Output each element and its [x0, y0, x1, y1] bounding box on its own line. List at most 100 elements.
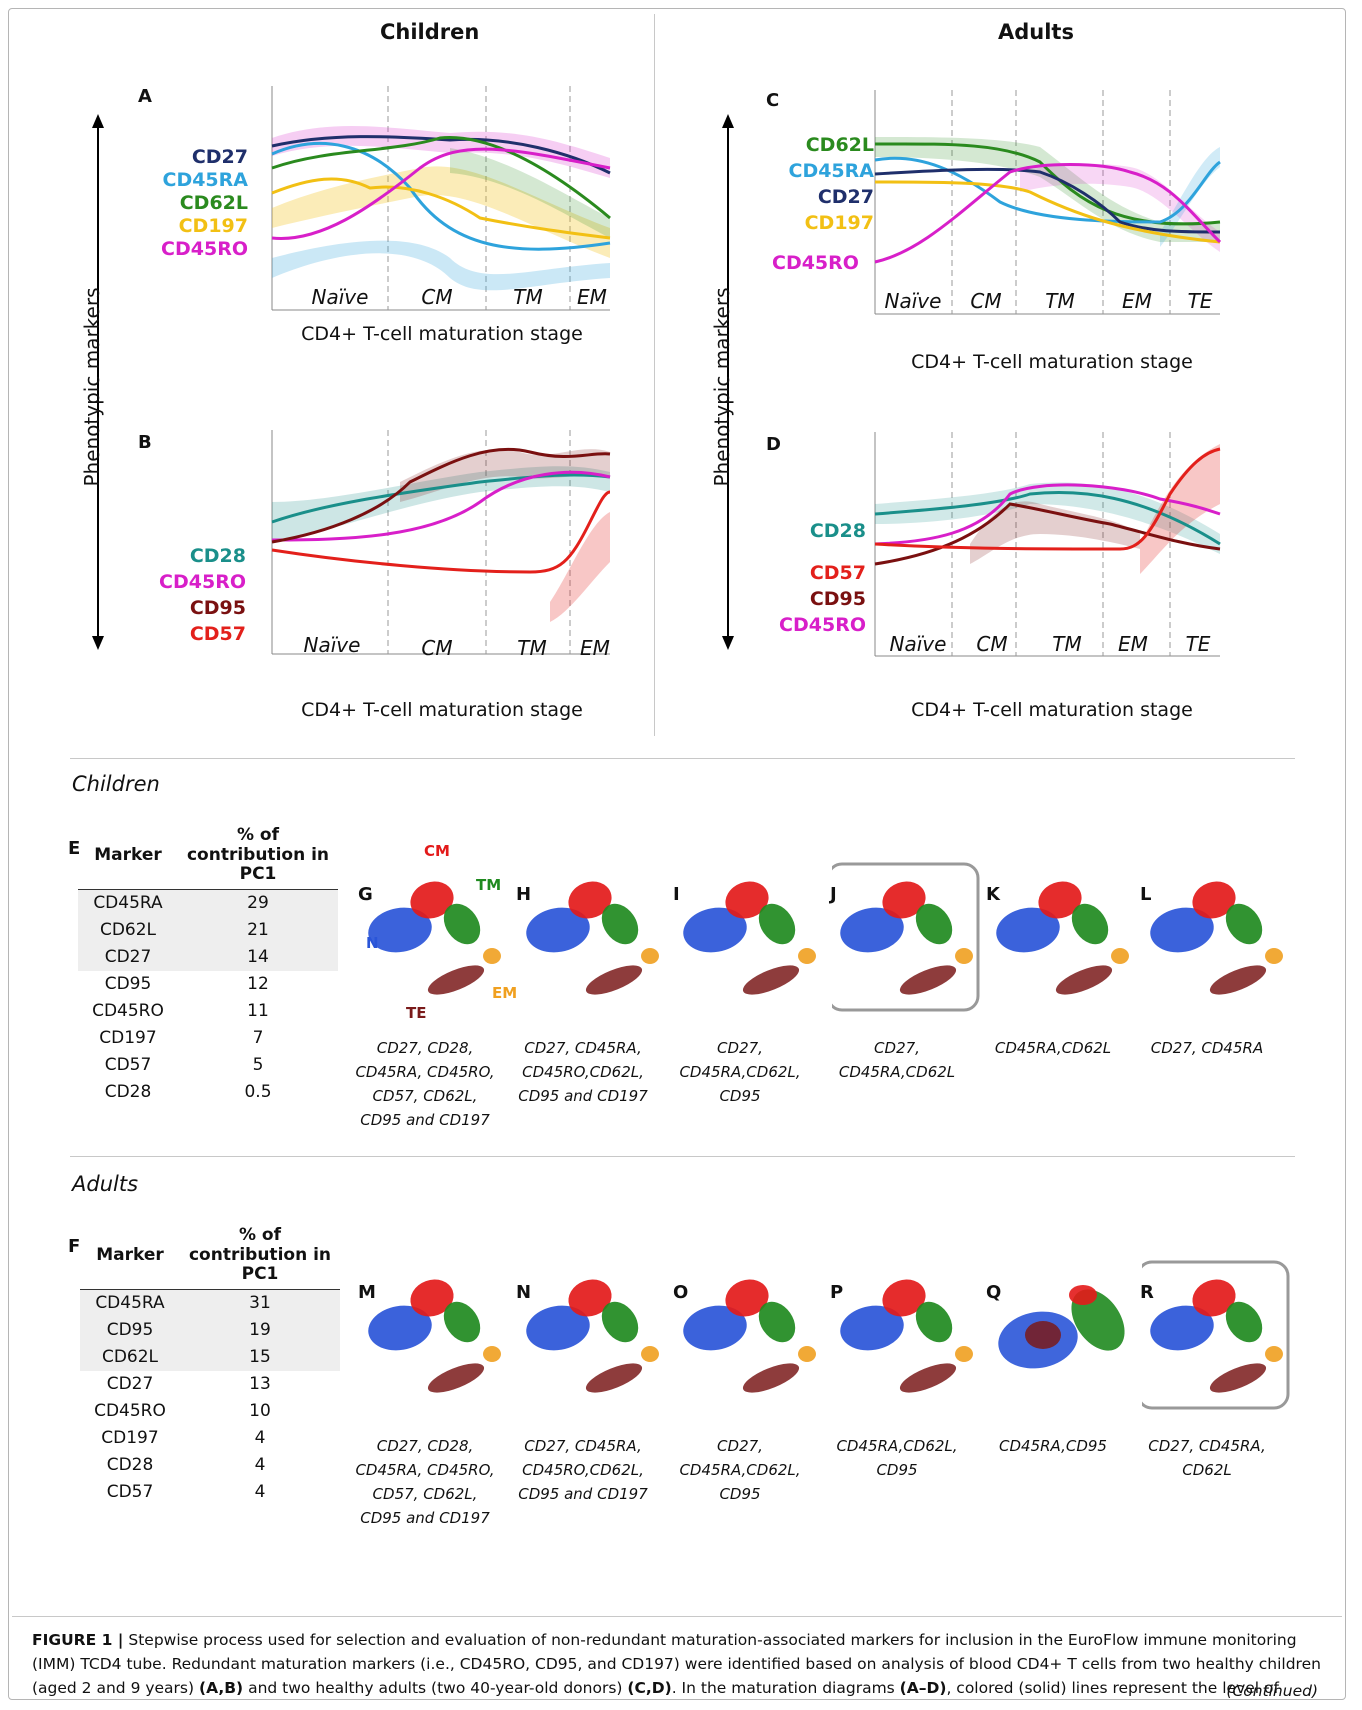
table-row: CD45RO 10: [80, 1398, 340, 1425]
caption-ref-cd: (C,D): [627, 1679, 672, 1698]
pca-caption-q: CD45RA,CD95: [968, 1434, 1138, 1458]
pca-caption-m: CD27, CD28, CD45RA, CD45RO, CD57, CD62L, CD…: [340, 1434, 510, 1530]
population-label-te: TE: [406, 1004, 427, 1022]
children-vertical-axis-label: Phenotypic markers: [80, 287, 104, 487]
table-cell-value: 12: [247, 974, 269, 995]
table-row: CD57 4: [80, 1479, 340, 1506]
pca-caption-r: CD27, CD45RA, CD62L: [1122, 1434, 1292, 1482]
pca-caption-line: CD45RA,CD62L,: [836, 1437, 958, 1455]
pca-caption-line: CD27, CD28,: [376, 1437, 474, 1455]
caption-mid: and two healthy adults (two 40-year-old …: [243, 1679, 628, 1698]
pca-caption-line: CD27, CD45RA,: [524, 1437, 642, 1455]
pca-plot-k: [996, 881, 1129, 995]
pca-caption-line: CD95: [876, 1461, 918, 1479]
pca-caption-line: CD45RO,CD62L,: [522, 1063, 644, 1081]
panel-d-maturation-diagram: Naïve CM TM EM TE CD4+ T-cell maturation…: [874, 432, 1221, 721]
population-label-cm: CM: [424, 842, 450, 860]
panel-b-label-cd45ro: CD45RO: [159, 571, 246, 593]
table-cell-marker: CD27: [78, 943, 178, 971]
pca-caption-k: CD45RA,CD62L: [968, 1036, 1138, 1060]
table-cell-value: 7: [252, 1028, 264, 1049]
table-cell-marker: CD45RO: [92, 1001, 164, 1022]
pca-caption-line: CD27,: [717, 1437, 763, 1455]
caption-prefix: FIGURE 1 |: [32, 1631, 124, 1649]
table-f-col-contribution: % of contribution in PC1: [180, 1225, 340, 1290]
table-row: CD45RA 29: [78, 889, 338, 917]
pca-caption-line: CD27,: [717, 1039, 763, 1057]
table-cell-marker: CD57: [104, 1055, 152, 1076]
table-cell-marker: CD95: [80, 1316, 180, 1344]
panel-b-stage-cm: CM: [421, 636, 452, 660]
table-cell-marker: CD95: [104, 974, 152, 995]
panel-b-maturation-diagram: Naïve CM TM EM CD4+ T-cell maturation st…: [271, 430, 611, 721]
panel-a-x-axis-title: CD4+ T-cell maturation stage: [301, 323, 583, 345]
panel-b-label-cd95: CD95: [189, 597, 246, 619]
table-row: CD27 14: [78, 943, 338, 971]
pca-panel-letter-q: Q: [986, 1282, 1002, 1303]
pca-plot-q: [998, 1285, 1125, 1369]
caption-ref-ad: (A–D): [899, 1679, 947, 1698]
pca-plot-p: [840, 1279, 973, 1393]
pca-plot-h: [526, 881, 659, 995]
adults-header: Adults: [998, 20, 1074, 44]
caption-divider: [12, 1616, 1342, 1617]
panel-letter-a: A: [138, 86, 152, 107]
pca-plot-m: [368, 1279, 501, 1393]
pca-panel-letter-m: M: [358, 1282, 376, 1303]
pca-caption-h: CD27, CD45RA, CD45RO,CD62L, CD95 and CD197: [498, 1036, 668, 1108]
table-cell-value: 14: [178, 943, 338, 971]
pca-caption-line: CD27, CD45RA,: [524, 1039, 642, 1057]
panel-d-stage-em: EM: [1118, 632, 1148, 656]
pca-caption-line: CD57, CD62L,: [372, 1485, 478, 1503]
table-cell-value: 4: [254, 1428, 266, 1449]
table-e-col-marker: Marker: [78, 826, 178, 890]
panel-b-label-cd57: CD57: [189, 623, 246, 645]
pca-panel-letter-l: L: [1140, 884, 1152, 905]
table-row: CD57 5: [78, 1052, 338, 1079]
caption-end: , colored (solid) lines represent the le…: [946, 1679, 1279, 1698]
section-divider-top: [70, 758, 1295, 759]
pca-caption-j: CD27, CD45RA,CD62L: [812, 1036, 982, 1084]
figure-caption: FIGURE 1 | Stepwise process used for sel…: [32, 1628, 1332, 1700]
column-divider: [654, 14, 655, 736]
panel-c-stage-tm: TM: [1045, 289, 1074, 313]
table-cell-value: 29: [178, 889, 338, 917]
panel-c-stage-em: EM: [1122, 289, 1152, 313]
panel-c-x-axis-title: CD4+ T-cell maturation stage: [911, 351, 1193, 373]
panel-d-label-cd45ro: CD45RO: [779, 614, 866, 636]
pca-plot-l: [1150, 881, 1283, 995]
table-row: CD197 4: [80, 1425, 340, 1452]
adults-vertical-axis: [722, 114, 734, 650]
section-title-children: Children: [72, 772, 160, 796]
panel-a-stage-tm: TM: [513, 285, 542, 309]
figure-frame: [8, 8, 1346, 1700]
pca-panel-letter-p: P: [830, 1282, 844, 1303]
pca-caption-line: CD45RA,CD62L: [838, 1063, 956, 1081]
panel-c-label-cd62l: CD62L: [805, 134, 874, 156]
table-row: CD197 7: [78, 1025, 338, 1052]
panel-d-label-cd57: CD57: [809, 562, 866, 584]
panel-c-stage-naive: Naïve: [885, 289, 942, 313]
panel-d-stage-tm: TM: [1052, 632, 1081, 656]
pca-caption-line: CD95 and CD197: [360, 1509, 490, 1527]
pca-plot-j: [832, 862, 980, 1012]
panel-letter-d: D: [766, 434, 781, 455]
table-row: CD27 13: [80, 1371, 340, 1398]
panel-letter-c: C: [766, 90, 780, 111]
pca-caption-line: CD45RA, CD45RO,: [355, 1461, 495, 1479]
panel-b-label-cd28: CD28: [189, 545, 246, 567]
table-row: CD45RO 11: [78, 998, 338, 1025]
panel-b-x-axis-title: CD4+ T-cell maturation stage: [301, 699, 583, 721]
table-row: CD45RA 31: [80, 1289, 340, 1317]
table-cell-marker: CD28: [104, 1082, 152, 1103]
panel-c-marker-labels: CD62L CD45RA CD27 CD197: [782, 132, 875, 236]
population-label-n: N: [366, 934, 379, 952]
table-f: Marker % of contribution in PC1 CD45RA 31…: [80, 1225, 340, 1506]
panel-a-stage-naive: Naïve: [312, 285, 369, 309]
panel-c-maturation-diagram: Naïve CM TM EM TE CD4+ T-cell maturation…: [874, 90, 1222, 373]
panel-d-stage-cm: CM: [976, 632, 1007, 656]
panel-a-label-cd62l: CD62L: [179, 192, 248, 214]
pca-caption-line: CD27, CD45RA,: [1148, 1437, 1266, 1455]
panel-b-marker-labels: CD28 CD45RO CD95 CD57: [152, 543, 246, 647]
panel-c-label-cd45ra: CD45RA: [788, 160, 875, 182]
